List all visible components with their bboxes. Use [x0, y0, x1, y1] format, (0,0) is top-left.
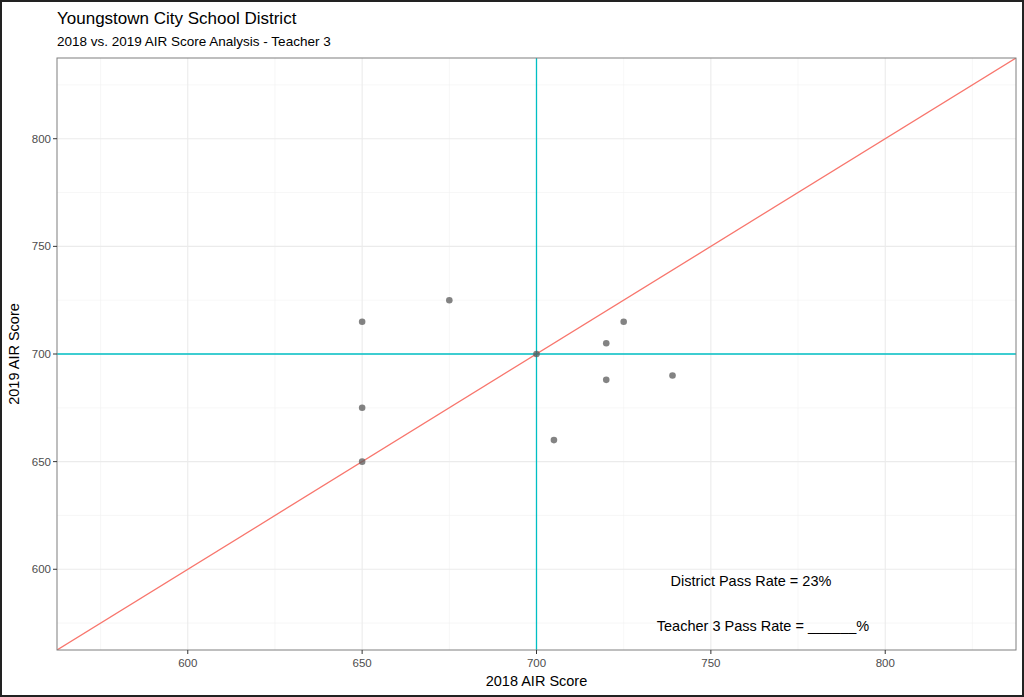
tick-label: 700 — [32, 348, 51, 360]
tick-label: 750 — [701, 657, 720, 669]
panel — [57, 58, 1016, 650]
point — [603, 377, 610, 384]
point — [551, 437, 558, 444]
frame — [1, 1, 1023, 696]
tick — [53, 569, 57, 570]
annotation: Teacher 3 Pass Rate = ______% — [657, 618, 870, 634]
tick — [536, 650, 537, 654]
x-axis-label: 2018 AIR Score — [486, 673, 588, 689]
tick — [362, 650, 363, 654]
y-axis-label: 2019 AIR Score — [6, 303, 22, 405]
point — [446, 297, 453, 304]
point — [669, 372, 676, 379]
tick-label: 800 — [876, 657, 895, 669]
title: Youngstown City School District — [57, 9, 297, 28]
reference-line — [57, 58, 1016, 650]
tick-label: 600 — [32, 563, 51, 575]
point — [359, 458, 366, 465]
chart: Youngstown City School District 2018 vs. … — [0, 0, 1024, 697]
axes: 600 650 700 750 800 600 650 700 750 800 — [32, 133, 895, 669]
minor-grid — [57, 58, 1016, 650]
tick — [885, 650, 886, 654]
tick — [53, 461, 57, 462]
tick-label: 650 — [353, 657, 372, 669]
point — [620, 318, 627, 325]
tick — [53, 138, 57, 139]
plot-area — [57, 58, 1016, 650]
point — [533, 351, 540, 358]
point — [359, 405, 366, 412]
panel-border — [57, 58, 1016, 650]
subtitle: 2018 vs. 2019 AIR Score Analysis - Teach… — [57, 34, 331, 49]
point — [359, 318, 366, 325]
annotation: District Pass Rate = 23% — [671, 573, 832, 589]
point — [603, 340, 610, 347]
tick-label: 650 — [32, 456, 51, 468]
tick — [710, 650, 711, 654]
tick-label: 600 — [178, 657, 197, 669]
tick — [187, 650, 188, 654]
tick-label: 700 — [527, 657, 546, 669]
tick — [53, 246, 57, 247]
tick-label: 800 — [32, 133, 51, 145]
major-grid — [57, 58, 1016, 650]
tick — [53, 354, 57, 355]
tick-label: 750 — [32, 240, 51, 252]
